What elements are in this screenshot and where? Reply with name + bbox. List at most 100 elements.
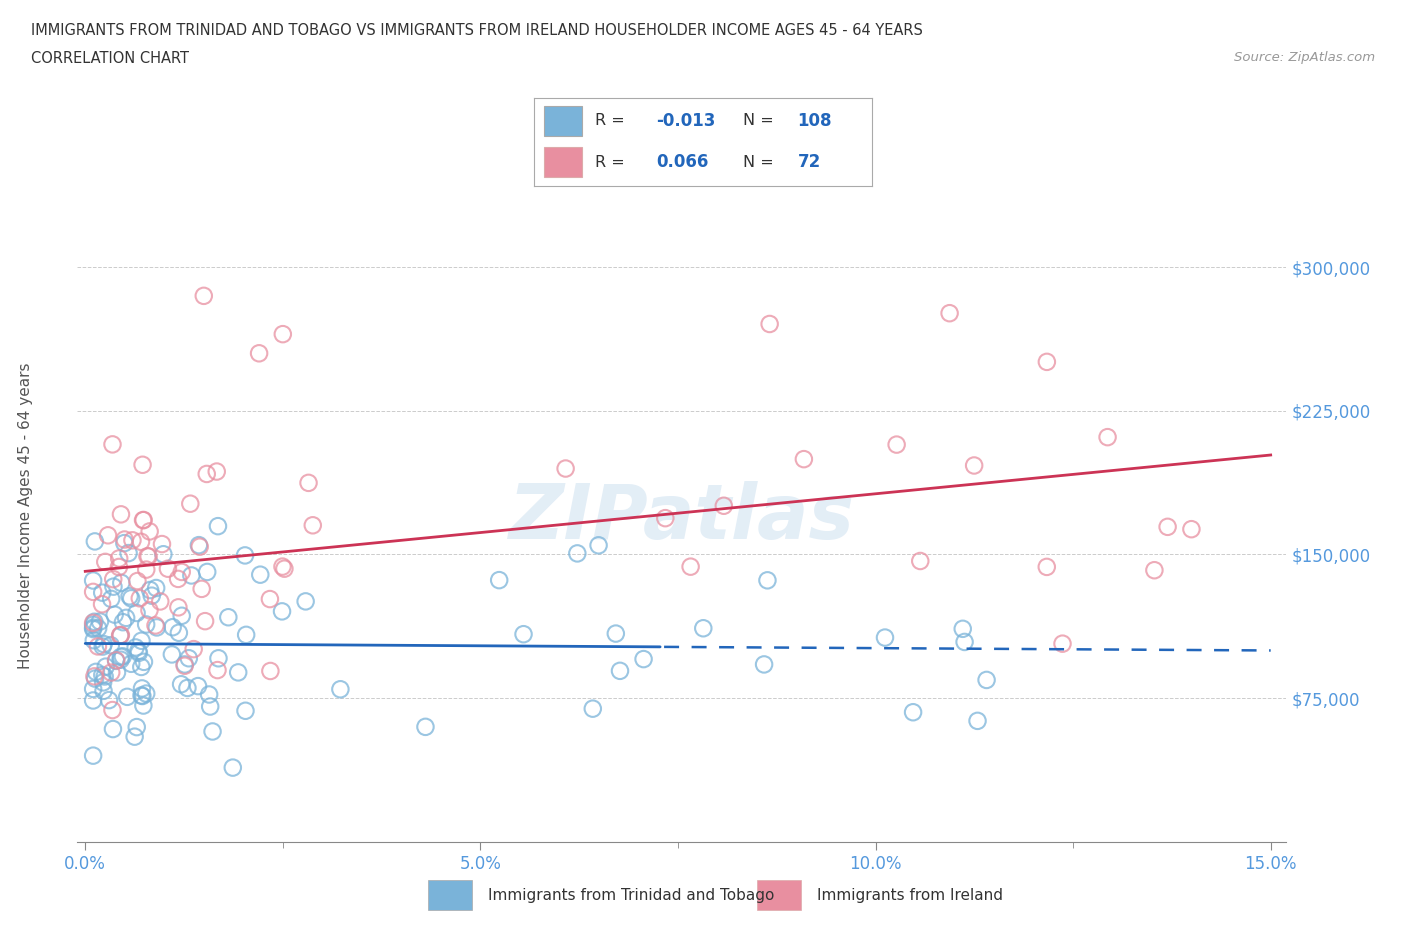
Point — [129, 659, 152, 674]
FancyBboxPatch shape — [544, 106, 582, 136]
Point — [93, 669, 115, 684]
Point — [97, 528, 120, 543]
Text: Immigrants from Ireland: Immigrants from Ireland — [817, 887, 1004, 903]
Point — [259, 591, 281, 606]
Point — [198, 699, 221, 714]
Point — [582, 701, 605, 716]
Point — [758, 316, 780, 331]
Point — [125, 720, 148, 735]
Point — [1036, 354, 1059, 369]
Point — [679, 559, 702, 574]
Text: Immigrants from Trinidad and Tobago: Immigrants from Trinidad and Tobago — [488, 887, 775, 903]
Text: ZIPatlas: ZIPatlas — [509, 482, 855, 555]
Text: N =: N = — [744, 154, 775, 169]
Point — [105, 665, 128, 680]
Point — [82, 618, 104, 632]
Point — [141, 589, 163, 604]
Point — [873, 631, 896, 645]
Point — [195, 467, 218, 482]
Point — [135, 617, 157, 631]
Point — [117, 546, 139, 561]
Point — [91, 675, 114, 690]
Point — [110, 628, 132, 643]
Point — [108, 628, 131, 643]
Point — [756, 573, 779, 588]
Point — [111, 649, 134, 664]
Point — [167, 625, 190, 640]
Point — [301, 518, 323, 533]
Point — [132, 655, 155, 670]
Point — [89, 614, 111, 629]
Point — [173, 658, 195, 673]
Point — [103, 572, 125, 587]
Point — [82, 616, 104, 631]
Point — [271, 559, 294, 574]
Point — [633, 652, 655, 667]
Point — [112, 536, 135, 551]
Point — [152, 547, 174, 562]
Text: R =: R = — [595, 113, 624, 128]
Point — [692, 621, 714, 636]
Point — [108, 551, 131, 565]
Text: R =: R = — [595, 154, 624, 169]
Point — [82, 620, 104, 635]
Point — [233, 548, 256, 563]
FancyBboxPatch shape — [758, 880, 801, 910]
Point — [138, 603, 160, 618]
Point — [132, 698, 155, 713]
Text: 108: 108 — [797, 112, 832, 129]
Point — [145, 618, 167, 633]
Point — [105, 653, 128, 668]
Point — [605, 626, 627, 641]
Point — [125, 605, 148, 620]
Point — [297, 475, 319, 490]
Point — [132, 512, 155, 527]
Point — [195, 565, 218, 579]
Point — [193, 288, 215, 303]
Point — [115, 689, 138, 704]
Point — [110, 629, 132, 644]
Point — [235, 703, 257, 718]
Point — [82, 749, 104, 764]
Point — [160, 647, 183, 662]
Text: Householder Income Ages 45 - 64 years: Householder Income Ages 45 - 64 years — [18, 363, 32, 670]
Point — [87, 639, 110, 654]
Point — [104, 607, 127, 622]
Point — [138, 549, 160, 564]
Point — [91, 668, 114, 683]
Point — [131, 688, 153, 703]
Point — [259, 663, 281, 678]
Point — [247, 346, 270, 361]
Point — [84, 671, 107, 686]
Point — [198, 687, 221, 702]
Text: -0.013: -0.013 — [655, 112, 716, 129]
Point — [98, 693, 121, 708]
Point — [82, 621, 104, 636]
Point — [146, 620, 169, 635]
Point — [82, 584, 104, 599]
Point — [249, 567, 271, 582]
Point — [135, 686, 157, 701]
Text: Source: ZipAtlas.com: Source: ZipAtlas.com — [1234, 51, 1375, 64]
FancyBboxPatch shape — [544, 147, 582, 177]
Point — [124, 640, 146, 655]
Point — [129, 535, 152, 550]
Point — [132, 512, 155, 527]
Point — [110, 576, 132, 591]
Point — [82, 693, 104, 708]
Point — [100, 665, 122, 680]
Point — [512, 627, 534, 642]
Point — [110, 652, 132, 667]
Text: 0.066: 0.066 — [655, 153, 709, 171]
Point — [110, 507, 132, 522]
Point — [187, 538, 209, 552]
Point — [886, 437, 908, 452]
Point — [222, 760, 245, 775]
Point — [149, 594, 172, 609]
FancyBboxPatch shape — [429, 880, 472, 910]
Point — [128, 645, 150, 660]
Point — [83, 669, 105, 684]
Point — [329, 682, 352, 697]
Point — [103, 579, 125, 594]
Point — [183, 642, 205, 657]
